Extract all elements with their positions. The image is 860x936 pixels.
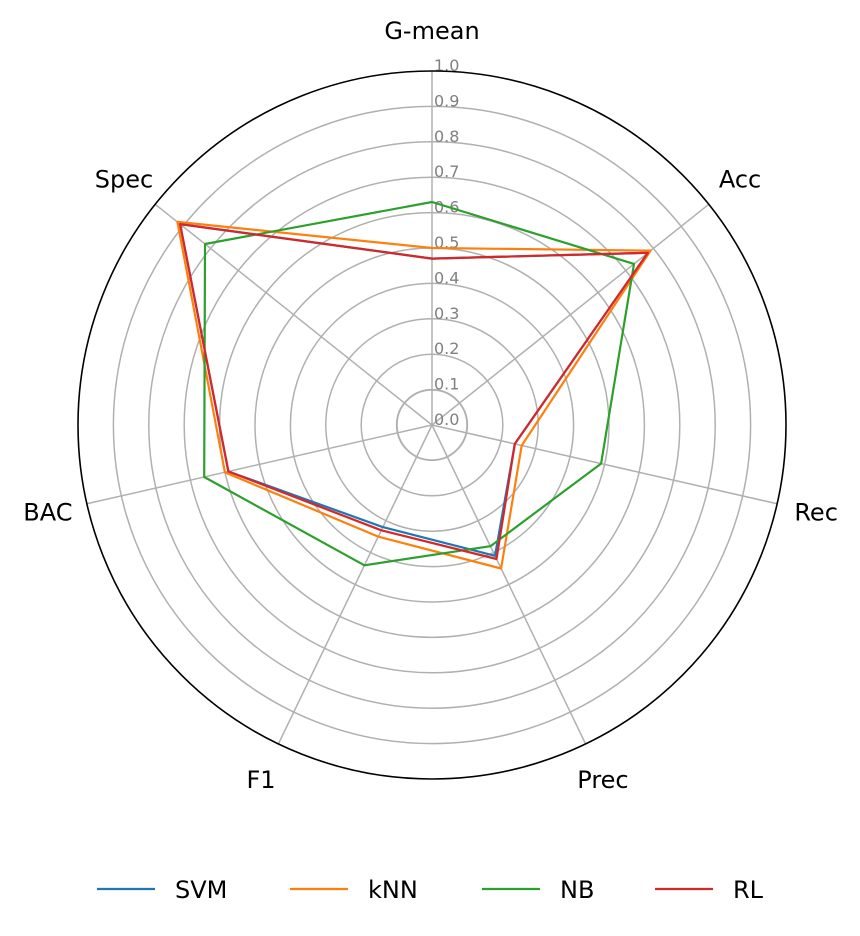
outer-frame	[77, 70, 787, 780]
axis-label-rec: Rec	[794, 499, 838, 527]
axis-label-f1: F1	[247, 766, 276, 794]
axis-label-prec: Prec	[577, 766, 628, 794]
axis-spoke	[277, 424, 433, 745]
tick-label: 0.0	[434, 410, 459, 429]
legend-label-nb: NB	[560, 876, 594, 904]
tick-label: 0.4	[434, 268, 459, 287]
tick-label: 0.1	[434, 375, 459, 394]
axis-spoke	[431, 424, 587, 745]
series-line-knn	[176, 220, 652, 570]
tick-label: 0.3	[434, 304, 459, 323]
axis-spoke	[154, 203, 433, 426]
series-line-svm	[179, 223, 650, 557]
tick-label: 1.0	[434, 56, 459, 75]
tick-label: 0.8	[434, 127, 459, 146]
series-line-rl	[179, 223, 650, 561]
legend-label-svm: SVM	[175, 876, 227, 904]
axis-label-bac: BAC	[23, 499, 72, 527]
grid-layer	[86, 71, 778, 745]
legend-label-rl: RL	[733, 876, 764, 904]
series-layer	[176, 200, 652, 570]
axis-spoke	[431, 203, 710, 426]
series-line-nb	[203, 200, 636, 567]
tick-label: 0.9	[434, 91, 459, 110]
axis-label-g-mean: G-mean	[384, 17, 479, 45]
tick-label: 0.2	[434, 339, 459, 358]
tick-labels: 0.00.10.20.30.40.50.60.70.80.91.0	[434, 56, 459, 429]
axis-label-acc: Acc	[719, 165, 761, 193]
axis-spoke	[86, 424, 433, 505]
axis-label-spec: Spec	[95, 165, 153, 193]
axis-spoke	[431, 424, 778, 505]
tick-label: 0.7	[434, 162, 459, 181]
axis-labels: G-mean Acc Rec Prec F1 BAC Spec	[23, 17, 838, 794]
legend: SVM kNN NB RL	[97, 876, 764, 904]
legend-label-knn: kNN	[368, 876, 418, 904]
